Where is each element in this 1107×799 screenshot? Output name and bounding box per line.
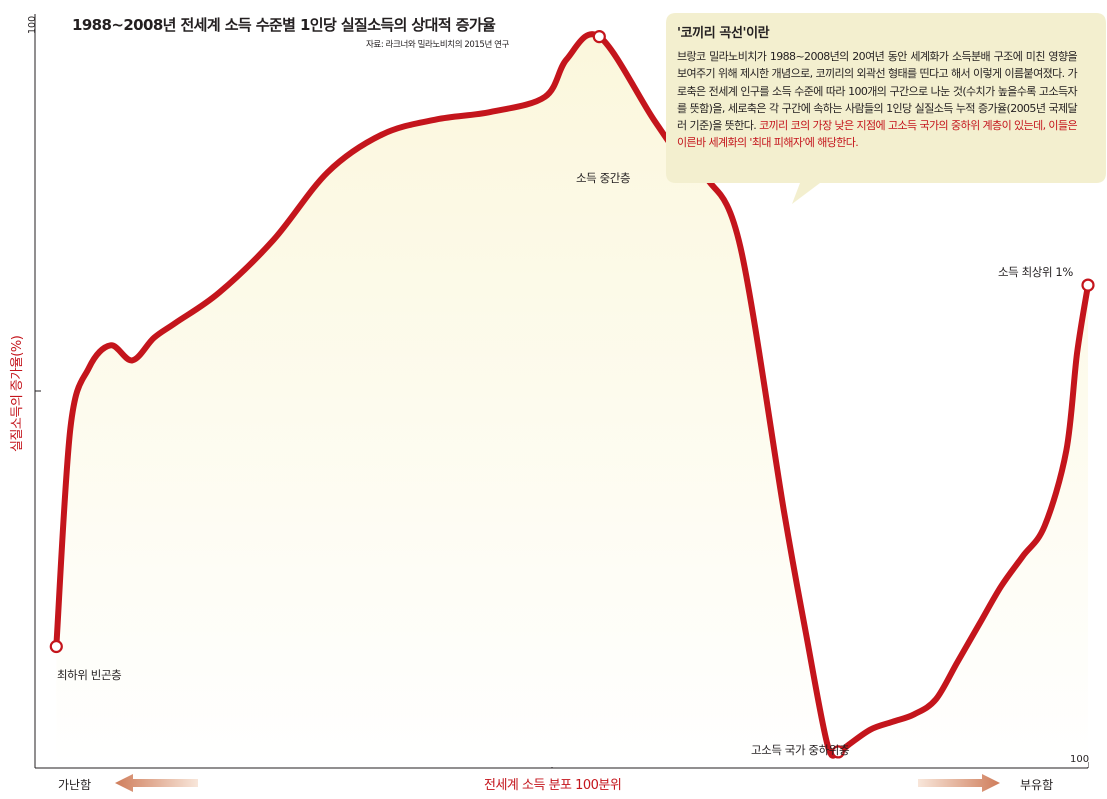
annotation-poorest: 최하위 빈곤층 [57,668,122,682]
curve-area [56,34,1088,768]
arrow-right-icon [918,774,1000,792]
callout-bubble [666,13,1106,204]
annotation-lower-middle-rich: 고소득 국가 중하위층 [751,743,850,757]
annotation-middle: 소득 중간층 [576,171,631,185]
callout-text: 브랑코 밀라노비치가 1988~2008년의 20여년 동안 세계화가 소득분배… [677,48,1078,151]
point-top1 [1081,278,1095,292]
chart-source: 자료: 라크너와 밀라노비치의 2015년 연구 [366,40,510,50]
callout-title: '코끼리 곡선'이란 [677,26,770,41]
y-axis-label: 실질소득의 증가율(%) [10,335,25,452]
callout-box: '코끼리 곡선'이란 브랑코 밀라노비치가 1988~2008년의 20여년 동… [677,25,1078,151]
chart-title: 1988~2008년 전세계 소득 수준별 1인당 실질소득의 상대적 증가율 [72,16,496,34]
point-middle [592,29,606,44]
annotation-top1: 소득 최상위 1% [998,265,1073,279]
x-axis-label: 전세계 소득 분포 100분위 [484,778,622,793]
x-left-label: 가난함 [58,778,92,792]
y-tick-label: 100 [27,15,38,34]
arrow-left-icon [115,774,198,792]
point-lower-middle-rich [831,745,845,759]
callout-highlight: 코끼리 코의 가장 낮은 지점에 고소득 국가의 중하위 계층이 있는데, 이들… [677,119,1078,150]
elephant-curve-line [53,31,1091,759]
x-right-label: 부유함 [1020,778,1054,792]
callout-body: 브랑코 밀라노비치가 1988~2008년의 20여년 동안 세계화가 소득분배… [677,50,1078,133]
x-tick-label: 100 [1070,754,1090,765]
point-poorest [49,639,63,654]
